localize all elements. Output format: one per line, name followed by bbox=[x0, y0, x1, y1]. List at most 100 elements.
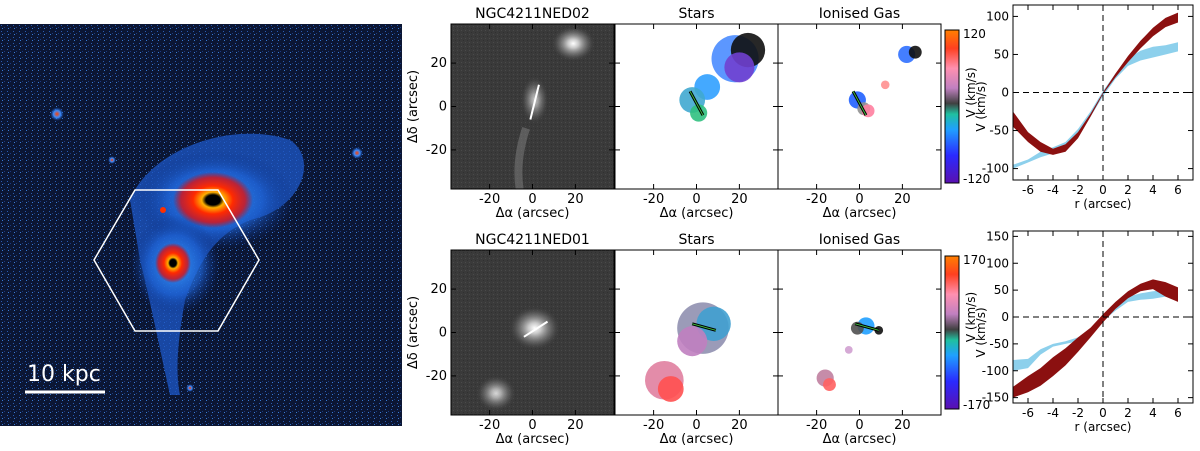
y-tick-label: 100 bbox=[986, 256, 1009, 270]
x-tick-label: 0 bbox=[1099, 183, 1107, 197]
x-tick-label: -20 bbox=[806, 192, 827, 207]
foreground-star bbox=[50, 107, 64, 121]
galaxy-core-ned01 bbox=[155, 243, 191, 283]
y-tick-label: 0 bbox=[1001, 310, 1009, 324]
colorbar-gradient bbox=[944, 29, 960, 184]
x-tick-label: 6 bbox=[1174, 406, 1182, 420]
x-tick-label: 2 bbox=[1124, 183, 1132, 197]
x-tick-label: 20 bbox=[567, 418, 584, 433]
map-title: Ionised Gas bbox=[819, 6, 900, 22]
velocity-pixel-region bbox=[844, 346, 853, 354]
x-tick-label: 20 bbox=[894, 418, 911, 433]
kinematic-axis-line bbox=[692, 323, 716, 331]
x-tick-label: 2 bbox=[1124, 406, 1132, 420]
x-tick-label: 0 bbox=[528, 418, 536, 433]
velocity-pixel-region bbox=[657, 376, 684, 402]
x-axis-label: Δα (arcsec) bbox=[660, 206, 734, 221]
x-tick-label: -20 bbox=[643, 418, 664, 433]
map-title: Ionised Gas bbox=[819, 232, 900, 248]
map-title: NGC4211NED01 bbox=[475, 232, 590, 248]
y-axis-label: Δδ (arcsec) bbox=[406, 70, 421, 143]
y-tick-label: -50 bbox=[989, 124, 1009, 138]
colorbar-max-label: 120 bbox=[963, 27, 986, 41]
sky-image-panel: 10 kpc bbox=[0, 24, 402, 426]
colorbar-max-label: 170 bbox=[963, 253, 986, 267]
kinematic-axis-line bbox=[852, 91, 867, 116]
x-tick-label: 20 bbox=[731, 192, 748, 207]
x-tick-label: 20 bbox=[567, 192, 584, 207]
y-tick-label: -150 bbox=[982, 391, 1009, 405]
foreground-star bbox=[186, 384, 194, 392]
y-tick-label: -20 bbox=[426, 369, 447, 384]
y-tick-label: -20 bbox=[426, 143, 447, 158]
x-tick-label: 0 bbox=[855, 418, 863, 433]
galaxy-blob bbox=[508, 306, 561, 351]
y-tick-label: 20 bbox=[430, 56, 447, 71]
x-axis-label: Δα (arcsec) bbox=[496, 206, 570, 221]
foreground-star bbox=[160, 207, 166, 213]
y-tick-label: -100 bbox=[982, 162, 1009, 176]
y-axis-label: V (km/s) bbox=[964, 67, 978, 117]
x-tick-label: -4 bbox=[1047, 406, 1059, 420]
tidal-tail bbox=[514, 126, 530, 190]
x-tick-label: -20 bbox=[806, 418, 827, 433]
map-title: Stars bbox=[678, 232, 714, 248]
x-tick-label: -2 bbox=[1072, 406, 1084, 420]
colorbar-axis-label: V (km/s) bbox=[974, 81, 988, 131]
x-axis-label: Δα (arcsec) bbox=[496, 432, 570, 447]
y-tick-label: 0 bbox=[439, 100, 447, 115]
y-tick-label: 0 bbox=[1001, 86, 1009, 100]
colorbar: 170 -170 V (km/s) bbox=[944, 253, 990, 412]
x-tick-label: -20 bbox=[479, 418, 500, 433]
y-tick-label: -100 bbox=[982, 364, 1009, 378]
y-axis-label: Δδ (arcsec) bbox=[406, 296, 421, 369]
colorbar-min-label: -120 bbox=[963, 172, 990, 186]
stellar-velocity-band bbox=[1013, 279, 1178, 398]
x-tick-label: 20 bbox=[894, 192, 911, 207]
colorbar-min-label: -170 bbox=[963, 398, 990, 412]
velocity-pixel-region bbox=[823, 378, 836, 392]
x-axis-label: Δα (arcsec) bbox=[823, 432, 897, 447]
x-tick-label: 0 bbox=[692, 418, 700, 433]
y-axis-label: V (km/s) bbox=[964, 292, 978, 342]
x-tick-label: 20 bbox=[731, 418, 748, 433]
x-tick-label: -4 bbox=[1047, 183, 1059, 197]
x-tick-label: 0 bbox=[1099, 406, 1107, 420]
x-tick-label: -2 bbox=[1072, 183, 1084, 197]
map-title: Stars bbox=[678, 6, 714, 22]
rotation-curve-panel: -6 -4 -2 0 2 4 6 r (arcsec) -150 -100 -50 0 50 100 150… bbox=[964, 229, 1194, 434]
rotation-curves: -6 -4 -2 0 2 4 6 r (arcsec) -100 -50 0 50 100 V (km/s… bbox=[964, 4, 1194, 434]
velocity-pixel-region bbox=[696, 306, 731, 341]
velocity-pixel-region bbox=[880, 80, 890, 90]
x-tick-label: -20 bbox=[643, 192, 664, 207]
x-axis-label: Δα (arcsec) bbox=[823, 206, 897, 221]
velocity-pixel-region bbox=[724, 52, 755, 83]
kinematic-axis-line bbox=[855, 323, 879, 331]
y-tick-label: 150 bbox=[986, 229, 1009, 243]
y-tick-label: 20 bbox=[430, 282, 447, 297]
velocity-pixel-region bbox=[690, 104, 708, 122]
velocity-pixel-region bbox=[677, 326, 708, 357]
x-tick-label: 0 bbox=[692, 192, 700, 207]
foreground-star bbox=[108, 156, 116, 164]
y-tick-label: 50 bbox=[994, 283, 1009, 297]
x-tick-label: 6 bbox=[1174, 183, 1182, 197]
x-tick-label: -6 bbox=[1022, 183, 1034, 197]
y-tick-label: 50 bbox=[994, 47, 1009, 61]
velocity-pixel-region bbox=[908, 45, 922, 59]
ifu-hexagon bbox=[93, 189, 260, 332]
x-axis-label: r (arcsec) bbox=[1075, 420, 1132, 434]
x-tick-label: 0 bbox=[528, 192, 536, 207]
galaxy-blob bbox=[476, 375, 517, 412]
scale-bar-label: 10 kpc bbox=[27, 362, 101, 387]
map-title: NGC4211NED02 bbox=[475, 6, 590, 22]
x-tick-label: 4 bbox=[1149, 406, 1157, 420]
stellar-velocity-band bbox=[1013, 12, 1178, 155]
